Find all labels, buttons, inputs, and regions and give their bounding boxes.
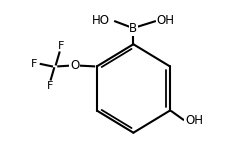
Text: OH: OH [157, 14, 175, 27]
Text: OH: OH [185, 114, 203, 127]
Text: O: O [70, 59, 79, 72]
Text: B: B [129, 22, 137, 35]
Text: HO: HO [92, 14, 110, 27]
Text: F: F [31, 59, 37, 69]
Text: F: F [47, 81, 53, 91]
Text: F: F [57, 41, 64, 51]
